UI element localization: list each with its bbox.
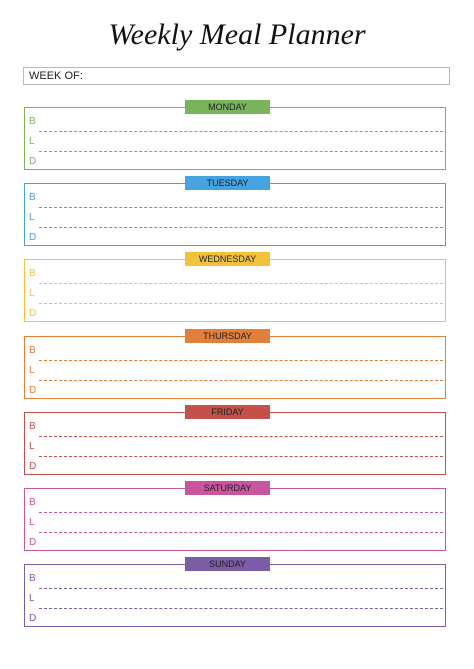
meal-label: L	[29, 364, 35, 376]
meal-label: L	[29, 517, 35, 528]
title: Weekly Meal Planner	[108, 18, 366, 51]
week-of-field: WEEK OF:	[23, 67, 450, 85]
meal-label: D	[29, 156, 37, 167]
write-line	[39, 379, 443, 381]
day-label: MONDAY	[185, 100, 270, 114]
write-line	[39, 303, 443, 305]
day-label: FRIDAY	[185, 404, 270, 419]
day-label: THURSDAY	[185, 328, 270, 343]
meal-label: L	[29, 136, 35, 147]
write-line	[39, 359, 443, 361]
meal-label: D	[29, 232, 37, 244]
meal-label: B	[29, 497, 36, 508]
write-line	[39, 151, 443, 152]
meal-label: L	[29, 212, 35, 224]
write-line	[39, 435, 443, 437]
write-line	[39, 227, 443, 229]
week-label: WEEK OF:	[29, 70, 83, 82]
write-line	[39, 512, 443, 513]
meal-label: L	[29, 288, 35, 300]
write-line	[39, 283, 443, 285]
write-line	[39, 532, 443, 533]
meal-label: B	[29, 116, 36, 127]
day-label: SATURDAY	[185, 481, 270, 495]
day-label: WEDNESDAY	[185, 252, 270, 267]
meal-label: B	[29, 192, 36, 204]
write-line	[39, 131, 443, 132]
meal-label: D	[29, 384, 37, 396]
write-line	[39, 608, 443, 610]
meal-label: B	[29, 268, 36, 280]
meal-label: D	[29, 537, 37, 548]
write-line	[39, 207, 443, 209]
write-line	[39, 455, 443, 457]
meal-label: B	[29, 573, 36, 585]
meal-label: D	[29, 308, 37, 320]
day-label: TUESDAY	[185, 176, 270, 191]
day-label: SUNDAY	[185, 557, 270, 572]
meal-label: L	[29, 593, 35, 605]
write-line	[39, 588, 443, 590]
meal-label: B	[29, 344, 36, 356]
meal-label: L	[29, 440, 35, 452]
meal-label: B	[29, 420, 36, 432]
meal-label: D	[29, 613, 37, 625]
meal-label: D	[29, 460, 37, 472]
